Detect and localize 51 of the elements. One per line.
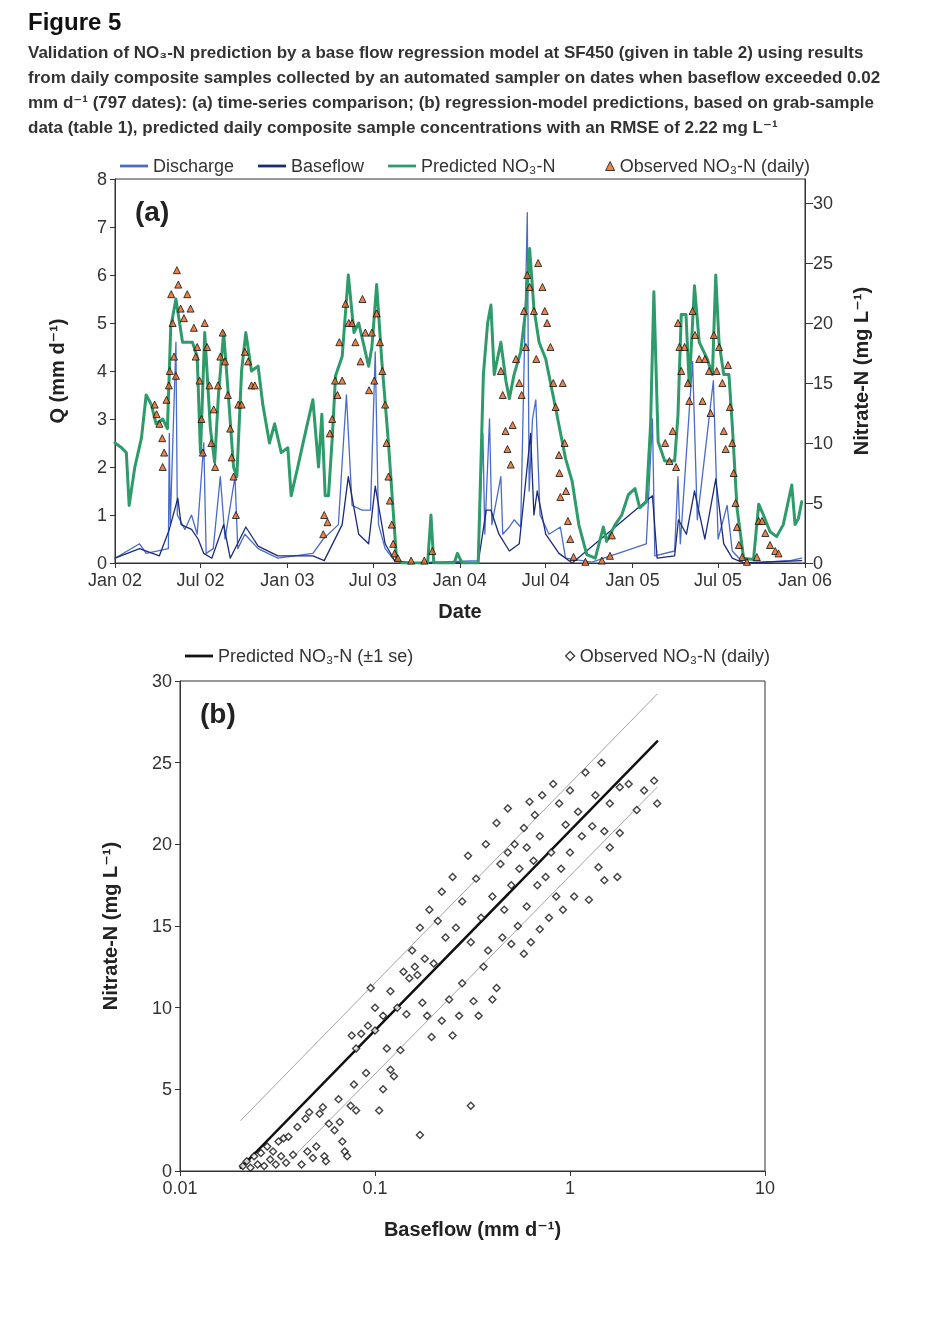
y-tick-label: 20	[151, 834, 172, 855]
y-tick-label: 15	[151, 916, 172, 936]
y-tick-label: 0	[96, 553, 107, 573]
x-tick-label: Jan 03	[260, 570, 315, 590]
x-tick-label: Jan 05	[605, 570, 660, 590]
y2-axis-title: Nitrate-N (mg L⁻¹)	[850, 286, 872, 456]
legend-label: Baseflow	[291, 156, 366, 176]
y2-tick-label: 0	[813, 553, 824, 573]
y-tick-label: 1	[96, 505, 107, 525]
y2-tick-label: 5	[813, 493, 824, 513]
chart-title: Figure 5	[28, 8, 123, 36]
x-tick-label: 10	[754, 1178, 776, 1198]
x-tick-label: 1	[564, 1178, 576, 1198]
y-tick-label: 25	[151, 752, 172, 773]
y-tick-label: 6	[96, 265, 107, 285]
x-tick-label: Jan 04	[432, 570, 487, 590]
x-axis-title: Baseflow (mm d⁻¹)	[383, 1218, 562, 1240]
y-tick-label: 5	[96, 313, 107, 333]
y2-tick-label: 20	[813, 313, 834, 333]
y-tick-label: 4	[96, 361, 107, 381]
y-tick-label: 2	[96, 457, 107, 477]
x-tick-label: Jan 02	[87, 570, 143, 590]
y2-tick-label: 30	[813, 193, 834, 213]
y-tick-label: 0	[161, 1161, 172, 1181]
y-tick-label: 5	[161, 1079, 172, 1100]
y2-tick-label: 15	[813, 373, 834, 393]
x-tick-label: Jul 04	[521, 570, 570, 590]
x-axis-title: Date	[438, 600, 482, 622]
x-tick-label: Jan 06	[777, 570, 833, 590]
legend-label: Predicted NO₃-N	[421, 156, 556, 176]
legend-label: Discharge	[153, 156, 235, 176]
chart-subtitle: Validation of NO₃-N prediction by a base flow regression model at SF450 (given in table 2) using results from daily composite samples collected by an automated sampler on dates when baseflow exceeded 0.02 mm d⁻¹ (797 dates): (a) time-series comparison; (b) regression-model predictions, based on grab-sample data (table 1), predicted daily composite sample concentrations with an RMSE of 2.22 mg L⁻¹	[28, 42, 882, 139]
y-tick-label: 7	[96, 217, 107, 237]
annotation: (b)	[200, 697, 236, 729]
y-tick-label: 8	[96, 169, 107, 189]
x-tick-label: 0.01	[162, 1178, 198, 1198]
x-tick-label: Jul 03	[348, 570, 397, 590]
legend-label: Predicted NO₃-N (±1 se)	[218, 646, 414, 666]
y-tick-label: 3	[96, 409, 107, 429]
legend-label: Observed NO₃-N (daily)	[619, 156, 810, 176]
y-tick-label: 30	[151, 671, 172, 691]
annotation: (a)	[135, 195, 170, 227]
y-axis-title: Q (mm d⁻¹)	[46, 318, 68, 424]
x-tick-label: 0.1	[362, 1178, 388, 1198]
y-tick-label: 10	[151, 997, 172, 1018]
legend-label: Observed NO₃-N (daily)	[579, 646, 770, 666]
x-tick-label: Jul 02	[176, 570, 225, 590]
y2-tick-label: 25	[813, 253, 834, 273]
x-tick-label: Jul 05	[694, 570, 743, 590]
y2-tick-label: 10	[813, 433, 834, 453]
y-axis-title: Nitrate-N (mg L⁻¹)	[99, 841, 121, 1011]
